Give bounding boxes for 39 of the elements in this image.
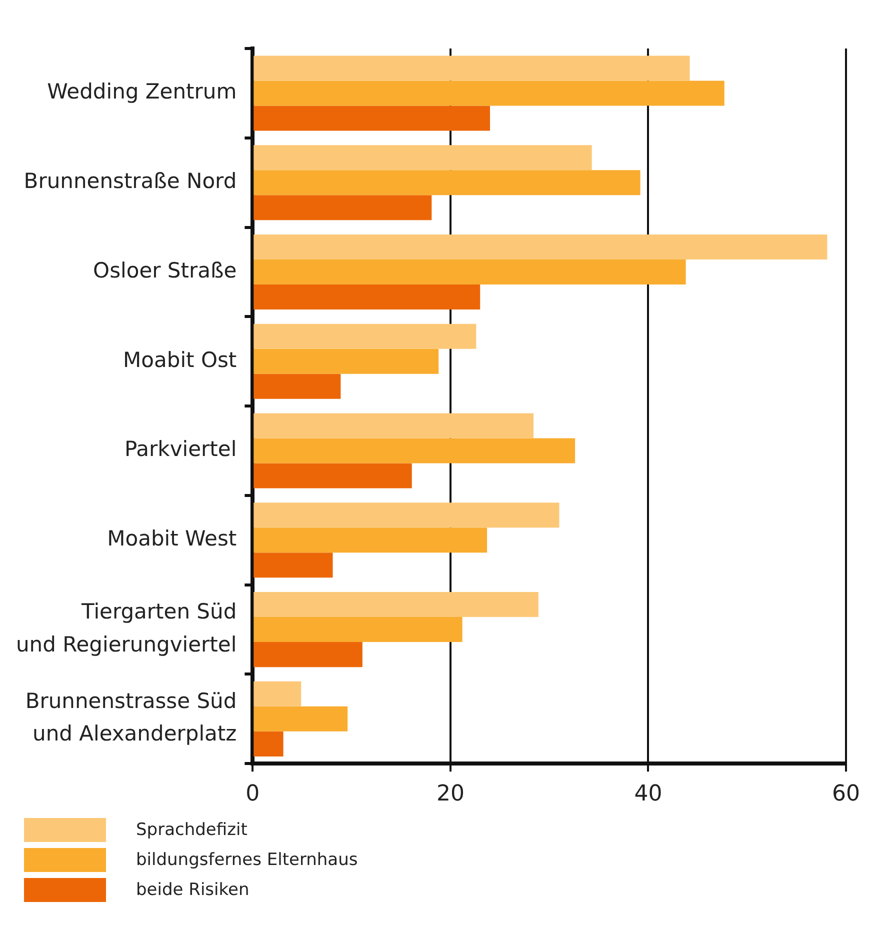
bar: [254, 324, 476, 349]
bar: [254, 642, 362, 668]
bar: [254, 617, 462, 642]
bar: [254, 706, 348, 732]
y-tick-label: Brunnenstrasse Süd und Alexanderplatz: [25, 689, 237, 746]
y-tick-label: Wedding Zentrum: [47, 80, 237, 104]
bar: [254, 145, 592, 170]
bar: [254, 413, 534, 438]
bar: [254, 592, 538, 618]
bar: [254, 259, 686, 285]
y-tick-label: Tiergarten Süd und Regierungviertel: [16, 600, 237, 656]
y-tick-label: Parkviertel: [124, 437, 237, 462]
x-tick-label: 60: [832, 782, 860, 807]
y-tick-label: Moabit Ost: [123, 348, 237, 372]
legend-label: bildungsfernes Elternhaus: [136, 850, 358, 870]
bar: [254, 731, 284, 756]
bar: [254, 463, 412, 488]
y-tick-label: Brunnenstraße Nord: [24, 169, 237, 194]
bar: [254, 502, 560, 528]
bar: [254, 195, 432, 220]
x-tick-label: 20: [436, 782, 464, 807]
bar: [254, 284, 480, 310]
x-tick-label: 40: [634, 782, 662, 807]
bar: [254, 80, 724, 106]
bar: [254, 552, 333, 578]
legend-label: beide Risiken: [136, 880, 250, 900]
bar: [254, 106, 490, 131]
bar: [254, 170, 640, 196]
y-tick-label: Osloer Straße: [93, 258, 237, 282]
y-tick-label: Moabit West: [107, 526, 237, 551]
x-tick-label: 0: [246, 782, 260, 807]
bar: [254, 438, 576, 464]
bar: [254, 528, 488, 553]
legend-label: Sprachdefizit: [136, 820, 248, 840]
bar: [254, 56, 690, 81]
bar: [254, 234, 828, 260]
bar: [254, 348, 439, 374]
bar: [254, 681, 302, 706]
bar: [254, 374, 341, 399]
